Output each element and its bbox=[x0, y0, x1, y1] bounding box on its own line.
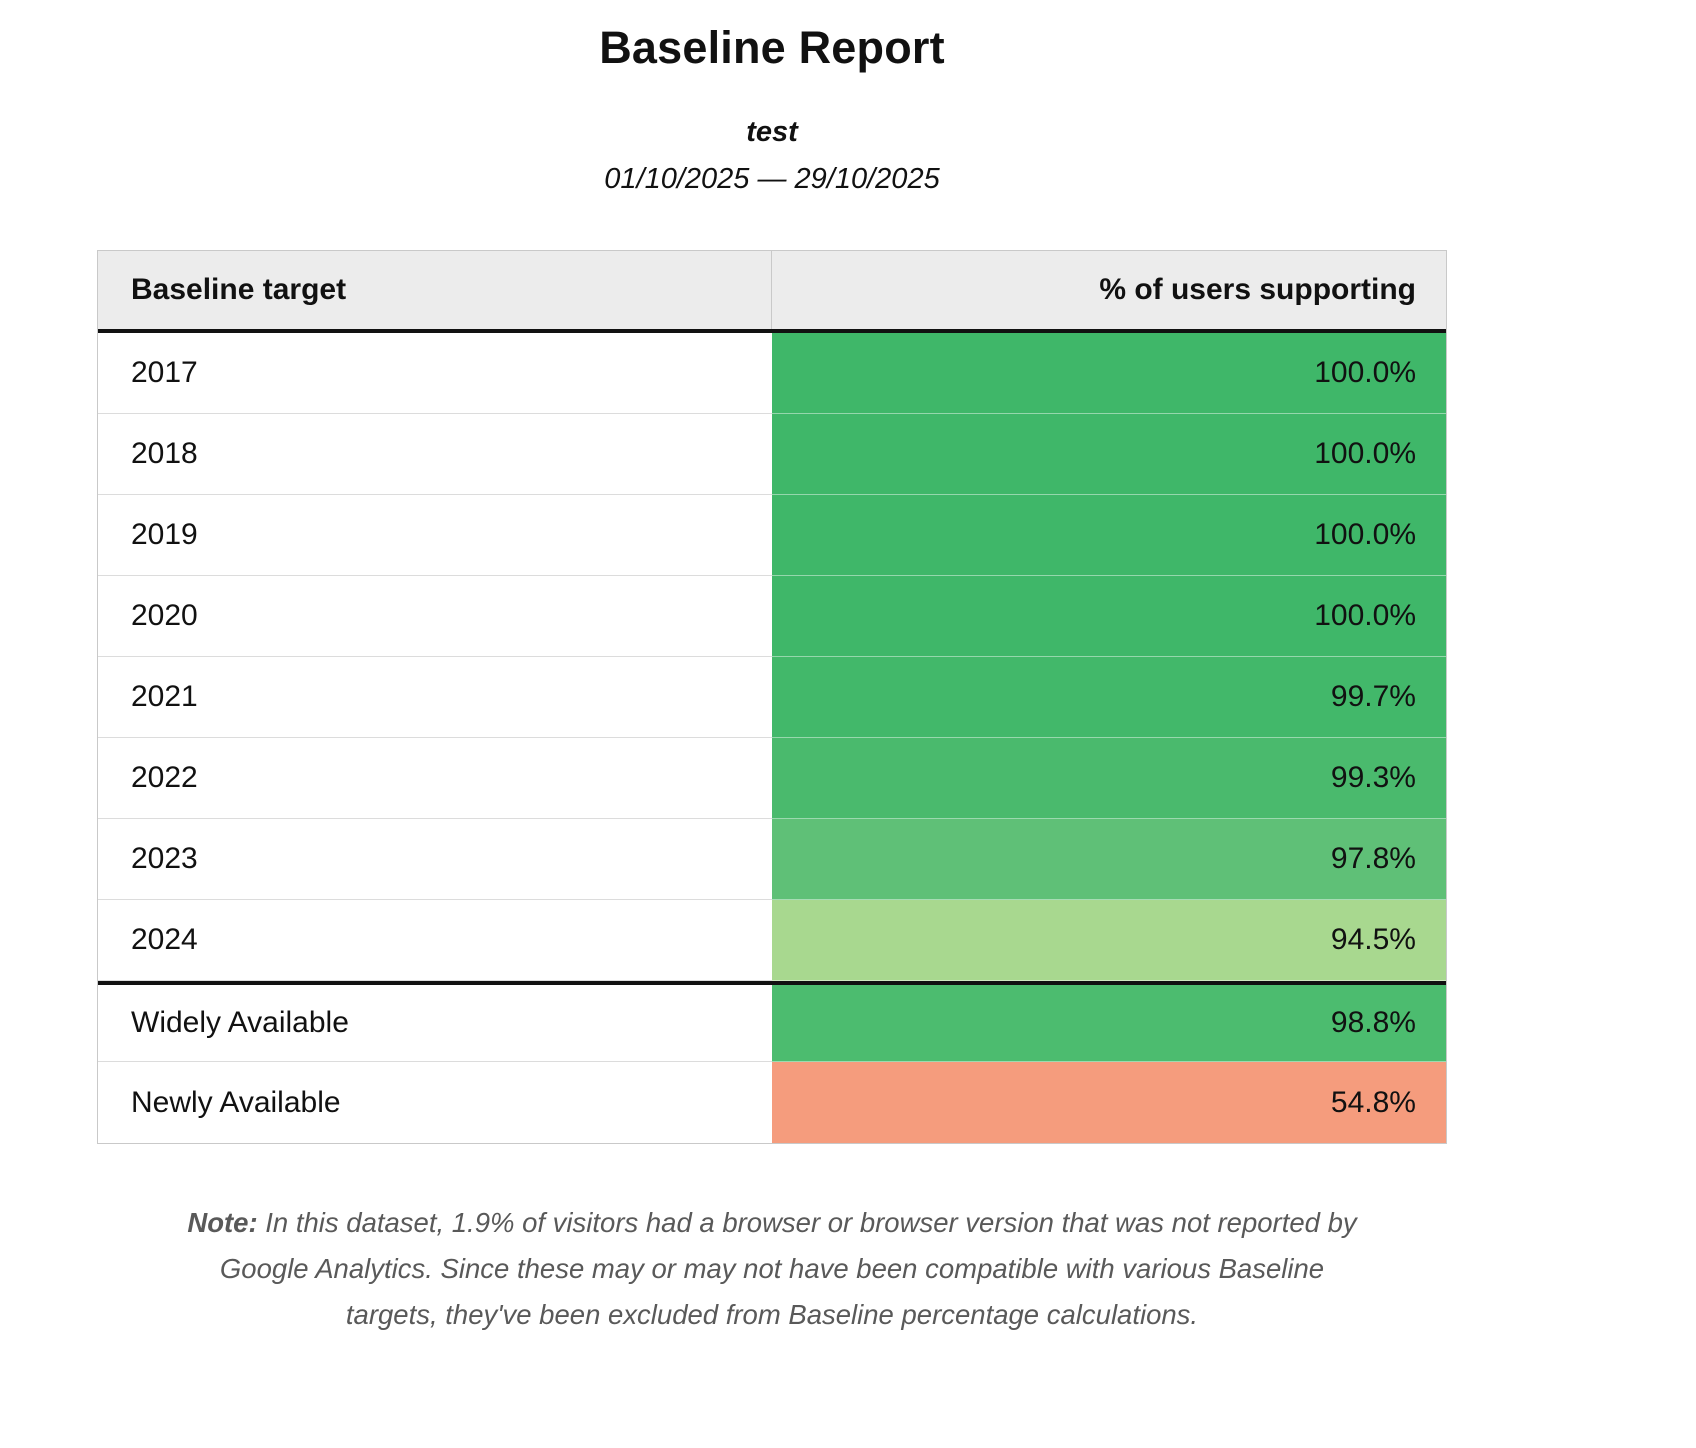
table-row: 2022 99.3% bbox=[98, 738, 1446, 819]
value-cell: 94.5% bbox=[772, 900, 1446, 981]
table-row: 2018 100.0% bbox=[98, 414, 1446, 495]
target-cell: 2023 bbox=[98, 819, 772, 900]
target-cell: Widely Available bbox=[98, 985, 772, 1062]
value-cell: 97.8% bbox=[772, 819, 1446, 900]
target-cell: 2020 bbox=[98, 576, 772, 657]
table-header-row: Baseline target % of users supporting bbox=[98, 251, 1446, 333]
report-content: Baseline Report test 01/10/2025 — 29/10/… bbox=[97, 16, 1447, 1399]
target-cell: Newly Available bbox=[98, 1062, 772, 1143]
value-cell: 100.0% bbox=[772, 414, 1446, 495]
table-row: 2024 94.5% bbox=[98, 900, 1446, 981]
target-cell: 2021 bbox=[98, 657, 772, 738]
table-row: 2017 100.0% bbox=[98, 333, 1446, 414]
value-cell: 99.7% bbox=[772, 657, 1446, 738]
target-cell: 2017 bbox=[98, 333, 772, 414]
column-header-percent: % of users supporting bbox=[1099, 273, 1416, 306]
baseline-table: Baseline target % of users supporting 20… bbox=[97, 250, 1447, 1144]
note-body: In this dataset, 1.9% of visitors had a … bbox=[219, 1207, 1357, 1331]
table-row: 2023 97.8% bbox=[98, 819, 1446, 900]
value-cell: 99.3% bbox=[772, 738, 1446, 819]
column-header-target: Baseline target bbox=[98, 251, 772, 329]
note-label: Note: bbox=[187, 1207, 258, 1238]
target-cell: 2018 bbox=[98, 414, 772, 495]
target-cell: 2024 bbox=[98, 900, 772, 981]
table-row: 2021 99.7% bbox=[98, 657, 1446, 738]
target-cell: 2022 bbox=[98, 738, 772, 819]
report-subtitle: test bbox=[746, 116, 798, 148]
table-row: 2019 100.0% bbox=[98, 495, 1446, 576]
table-row-newly-available: Newly Available 54.8% bbox=[98, 1062, 1446, 1143]
value-cell: 100.0% bbox=[772, 576, 1446, 657]
table-row-widely-available: Widely Available 98.8% bbox=[98, 981, 1446, 1062]
value-cell: 54.8% bbox=[772, 1062, 1446, 1143]
value-cell: 100.0% bbox=[772, 333, 1446, 414]
table-row: 2020 100.0% bbox=[98, 576, 1446, 657]
target-cell: 2019 bbox=[98, 495, 772, 576]
report-date-range: 01/10/2025 — 29/10/2025 bbox=[604, 163, 940, 195]
value-cell: 98.8% bbox=[772, 985, 1446, 1062]
value-cell: 100.0% bbox=[772, 495, 1446, 576]
page-title: Baseline Report bbox=[599, 22, 945, 73]
note-text: Note: In this dataset, 1.9% of visitors … bbox=[177, 1200, 1367, 1399]
